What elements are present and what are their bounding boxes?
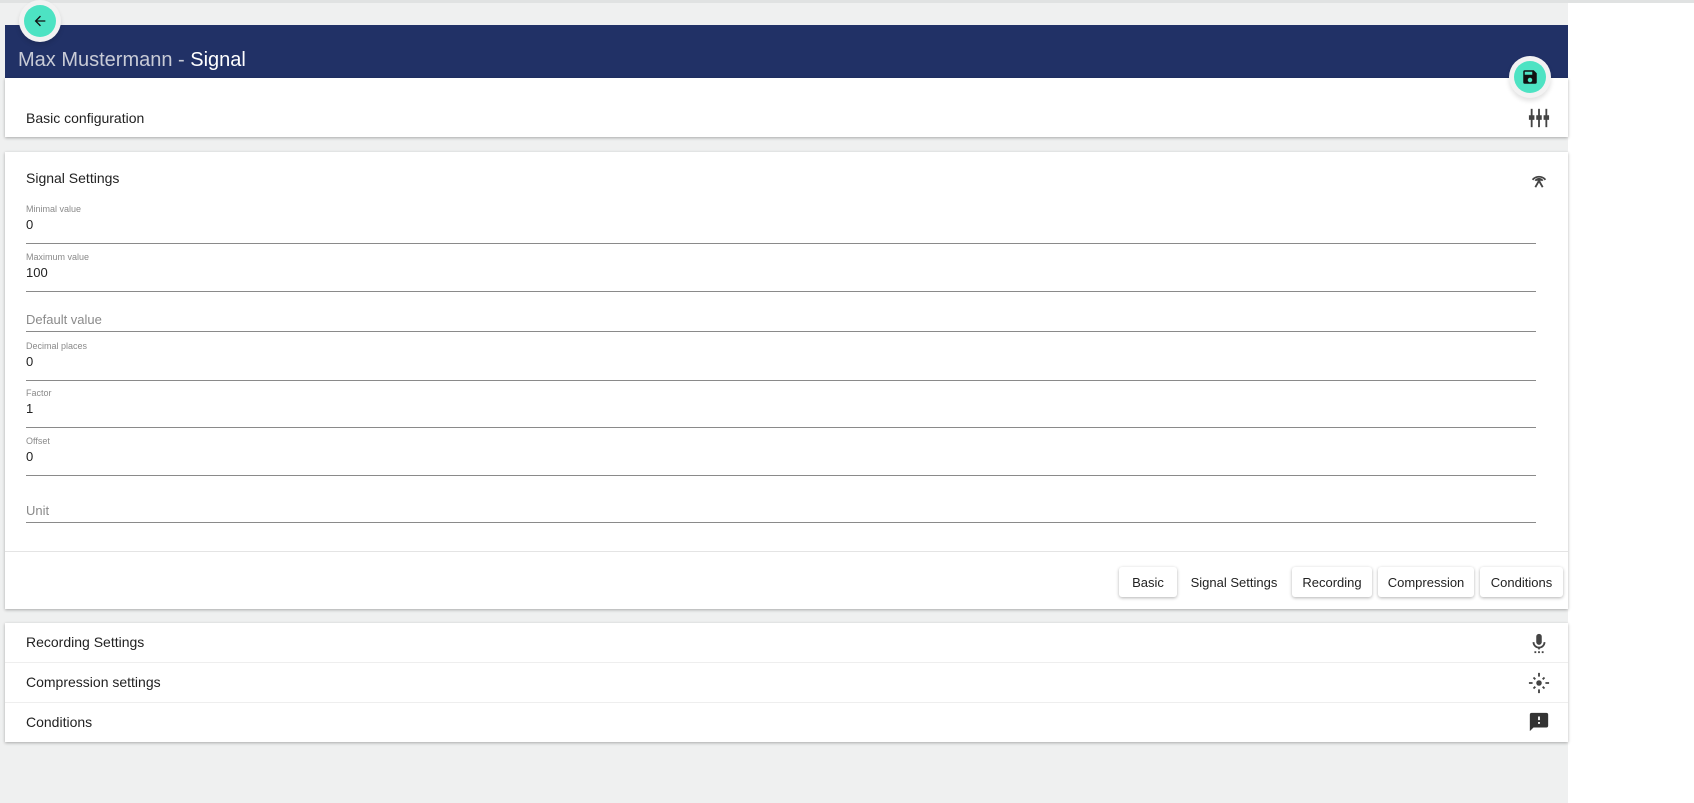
center-focus-icon	[1528, 672, 1550, 694]
title-main: Signal	[190, 49, 246, 71]
factor-field[interactable]: Factor 1	[26, 388, 1536, 428]
conditions-title: Conditions	[26, 714, 93, 730]
default-value-field[interactable]: Default value	[26, 292, 1536, 332]
tune-sliders-icon	[1528, 108, 1550, 128]
feedback-exclamation-icon	[1529, 712, 1549, 732]
decimal-places-field[interactable]: Decimal places 0	[26, 341, 1536, 381]
save-button[interactable]	[1514, 61, 1546, 93]
compression-settings-title: Compression settings	[26, 674, 161, 690]
nav-compression-button[interactable]: Compression	[1378, 567, 1474, 597]
field-value: 0	[26, 354, 34, 369]
signal-settings-panel: Signal Settings Minimal value 0 Maximum v…	[5, 152, 1568, 609]
nav-conditions-button[interactable]: Conditions	[1480, 567, 1563, 597]
collapsed-sections: Recording Settings Compression settings …	[5, 623, 1568, 742]
signal-settings-title: Signal Settings	[26, 170, 120, 186]
nav-basic-button[interactable]: Basic	[1119, 567, 1177, 597]
conditions-panel[interactable]: Conditions	[5, 703, 1568, 742]
field-placeholder: Unit	[26, 503, 50, 518]
field-label: Decimal places	[26, 341, 88, 351]
top-border	[0, 0, 1694, 3]
back-button[interactable]	[24, 5, 56, 37]
floppy-disk-icon	[1523, 70, 1537, 84]
back-arrow-icon	[34, 15, 46, 27]
page-header: Max Mustermann - Signal	[5, 25, 1568, 78]
title-prefix: Max Mustermann -	[18, 49, 191, 71]
unit-field[interactable]: Unit	[26, 483, 1536, 523]
field-label: Minimal value	[26, 204, 82, 214]
nav-recording-button[interactable]: Recording	[1292, 567, 1372, 597]
basic-configuration-title: Basic configuration	[26, 110, 145, 126]
recording-settings-title: Recording Settings	[26, 634, 145, 650]
field-value: 100	[26, 265, 48, 280]
divider	[5, 702, 1568, 703]
field-label: Factor	[26, 388, 52, 398]
microphone-icon	[1532, 633, 1546, 654]
compression-settings-panel[interactable]: Compression settings	[5, 663, 1568, 702]
minimal-value-field[interactable]: Minimal value 0	[26, 204, 1536, 244]
nav-signal-settings-button[interactable]: Signal Settings	[1184, 567, 1284, 597]
antenna-icon	[1531, 175, 1547, 188]
field-value: 0	[26, 449, 34, 464]
field-label: Maximum value	[26, 252, 90, 262]
field-value: 1	[26, 401, 34, 416]
recording-settings-panel[interactable]: Recording Settings	[5, 623, 1568, 662]
field-label: Offset	[26, 436, 50, 446]
field-placeholder: Default value	[26, 312, 102, 327]
maximum-value-field[interactable]: Maximum value 100	[26, 252, 1536, 292]
basic-configuration-panel[interactable]: Basic configuration	[5, 78, 1568, 137]
offset-field[interactable]: Offset 0	[26, 436, 1536, 476]
page-title: Max Mustermann - Signal	[18, 49, 246, 72]
divider	[5, 662, 1568, 663]
field-value: 0	[26, 217, 34, 232]
section-nav: Basic Signal Settings Recording Compress…	[5, 551, 1568, 609]
